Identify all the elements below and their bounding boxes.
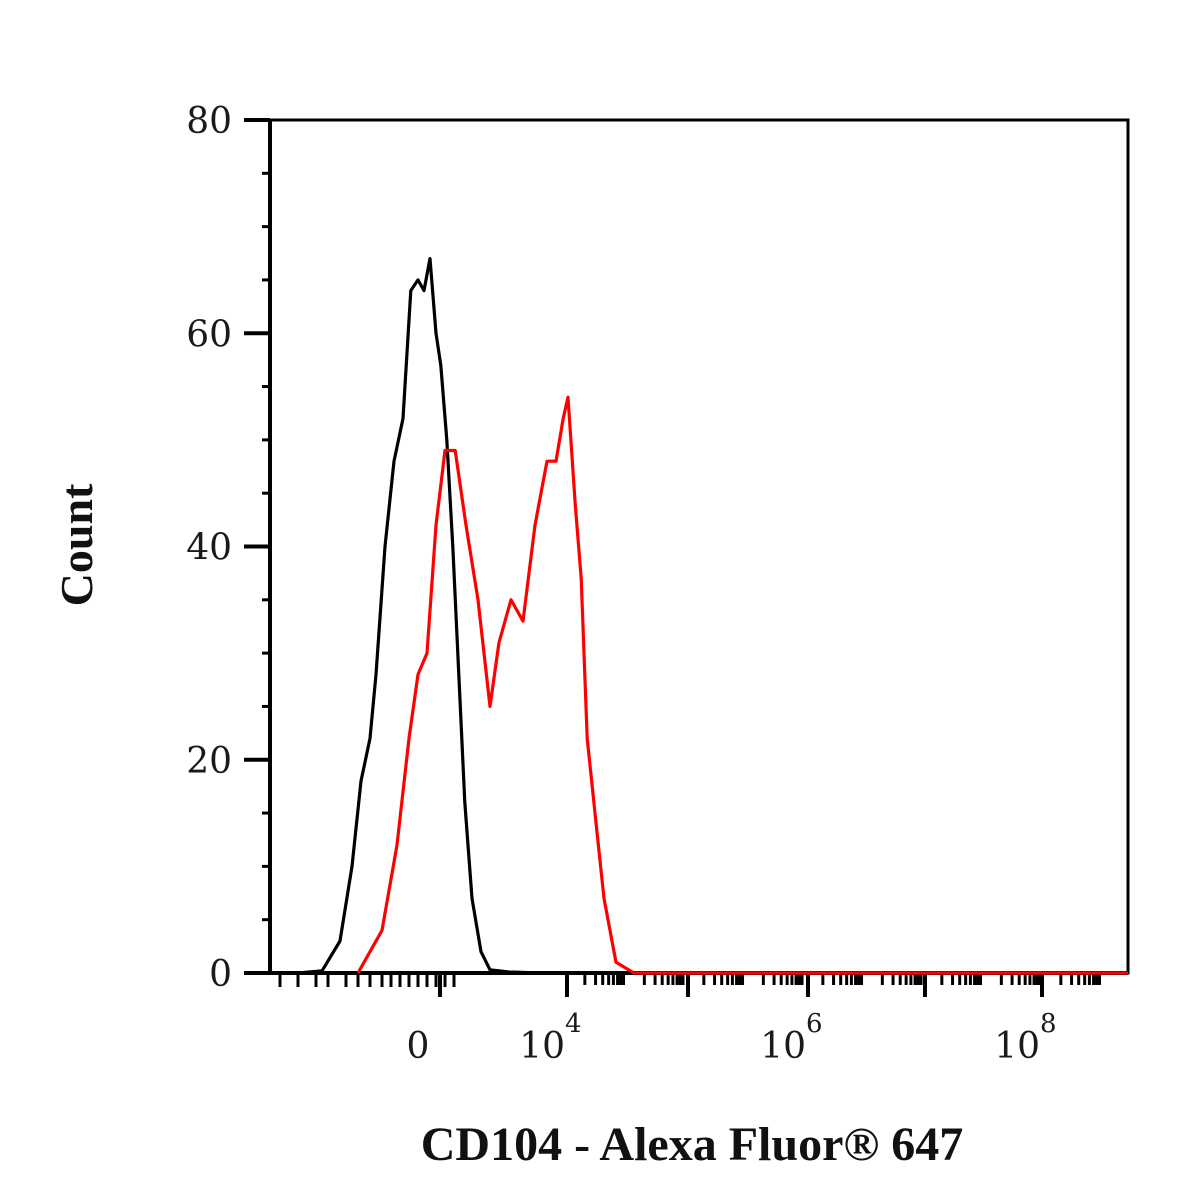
- y-tick-label-80: 80: [186, 101, 232, 142]
- y-tick-label-40: 40: [186, 528, 232, 569]
- x-minor-ticks: [278, 973, 1102, 987]
- y-tick-label-0: 0: [209, 954, 232, 995]
- plot-frame: [268, 118, 1130, 975]
- histogram-line-0: [297, 257, 1128, 975]
- x-tick-label-0: 0: [407, 1026, 430, 1067]
- x-tick-exp-1: 4: [565, 1009, 582, 1039]
- y-axis-ticks: 0 20 40 60 80: [186, 101, 270, 995]
- histogram-line-1: [356, 395, 1128, 975]
- y-minor-ticks: [262, 171, 270, 922]
- x-axis-title: CD104 - Alexa Fluor® 647: [421, 1118, 963, 1171]
- series-layer: [297, 257, 1128, 975]
- x-tick-exp-3: 8: [1040, 1009, 1057, 1039]
- x-tick-exp-2: 6: [806, 1009, 823, 1039]
- x-tick-label-1: 10: [519, 1026, 565, 1067]
- y-tick-label-60: 60: [186, 314, 232, 355]
- y-axis-title: Count: [51, 483, 102, 606]
- y-tick-label-20: 20: [186, 741, 232, 782]
- x-tick-label-2: 10: [760, 1026, 806, 1067]
- x-tick-label-3: 10: [994, 1026, 1040, 1067]
